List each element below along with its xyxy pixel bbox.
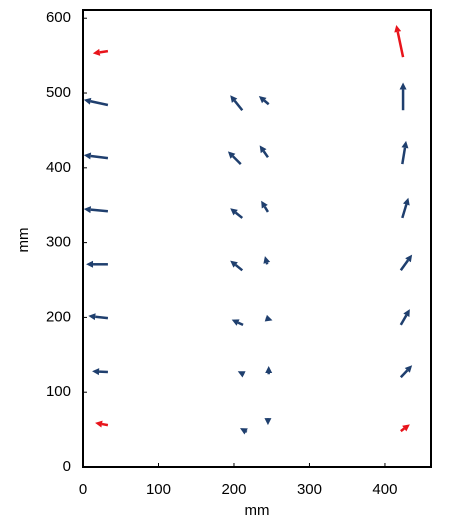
arrow-shaft xyxy=(399,259,410,272)
arrow xyxy=(264,314,273,322)
arrow xyxy=(401,140,409,165)
arrow-shaft xyxy=(237,321,244,327)
arrow-head xyxy=(240,428,248,435)
arrow xyxy=(263,256,271,265)
arrow-head xyxy=(258,96,267,104)
arrow-head xyxy=(86,260,94,268)
x-tick-label: 100 xyxy=(146,481,171,498)
arrow xyxy=(237,371,246,378)
arrow xyxy=(230,208,244,219)
arrow-shaft xyxy=(234,263,244,272)
arrow-head xyxy=(92,368,100,376)
arrow-head xyxy=(230,260,238,268)
arrow-shaft xyxy=(263,206,270,213)
x-tick-label: 400 xyxy=(372,481,397,498)
arrow-head xyxy=(402,424,410,432)
y-tick-label: 200 xyxy=(46,308,71,325)
arrow-head xyxy=(231,319,240,326)
arrow xyxy=(265,366,273,375)
arrow-head xyxy=(265,366,273,374)
arrow xyxy=(231,319,244,327)
arrow xyxy=(86,260,108,268)
arrow-shaft xyxy=(99,49,109,54)
arrow-head xyxy=(230,95,238,103)
arrow-head xyxy=(402,197,410,206)
arrow xyxy=(230,95,244,112)
arrow-shaft xyxy=(263,99,270,106)
arrow-head xyxy=(405,254,413,263)
arrow-shaft xyxy=(262,150,269,159)
arrow-shaft xyxy=(400,427,405,433)
arrow-head xyxy=(259,145,267,154)
x-tick-label: 300 xyxy=(297,481,322,498)
arrow-head xyxy=(401,140,409,149)
arrow-shaft xyxy=(90,154,109,160)
arrow-shaft xyxy=(401,147,407,165)
arrow-head xyxy=(92,48,101,56)
arrow-shaft xyxy=(396,31,405,58)
arrow-head xyxy=(403,309,410,317)
arrow xyxy=(400,424,410,433)
y-tick-label: 300 xyxy=(46,234,71,251)
arrow-shaft xyxy=(232,155,242,165)
arrow xyxy=(264,418,272,426)
arrow xyxy=(230,260,244,272)
arrow xyxy=(258,96,270,106)
arrow xyxy=(92,48,109,56)
arrow xyxy=(394,24,405,58)
y-axis-label: mm xyxy=(15,228,32,253)
arrow-head xyxy=(230,208,238,216)
arrow-head xyxy=(83,152,92,160)
arrow xyxy=(227,151,242,165)
arrow-head xyxy=(261,200,268,209)
y-tick-label: 500 xyxy=(46,84,71,101)
arrow xyxy=(399,309,410,326)
y-tick-label: 600 xyxy=(46,9,71,26)
arrow xyxy=(95,420,109,428)
arrow-head xyxy=(83,97,92,105)
arrow xyxy=(83,97,109,107)
arrow xyxy=(399,82,407,111)
arrow-head xyxy=(95,420,103,428)
plot-frame xyxy=(82,9,432,468)
arrow-shaft xyxy=(95,315,109,320)
arrow-shaft xyxy=(401,204,408,219)
arrow-head xyxy=(88,313,96,321)
arrow-head xyxy=(264,314,273,322)
x-tick-label: 200 xyxy=(221,481,246,498)
arrow-shaft xyxy=(234,211,244,219)
arrow-head xyxy=(404,365,413,373)
arrow xyxy=(399,365,413,379)
arrow-head xyxy=(237,371,246,378)
arrow-head xyxy=(227,151,236,159)
arrow xyxy=(83,206,109,214)
arrow xyxy=(399,254,413,272)
y-tick-label: 100 xyxy=(46,383,71,400)
y-tick-label: 0 xyxy=(63,458,71,475)
arrow xyxy=(259,145,269,159)
y-tick-label: 400 xyxy=(46,159,71,176)
x-tick-label: 0 xyxy=(79,481,87,498)
arrow-shaft xyxy=(101,422,109,427)
arrow-shaft xyxy=(90,208,109,213)
arrow xyxy=(240,428,248,435)
x-axis-label: mm xyxy=(245,502,270,519)
arrow xyxy=(88,313,109,321)
arrow-head xyxy=(399,82,407,90)
arrow xyxy=(261,200,270,213)
arrow-head xyxy=(83,206,92,214)
arrow-head xyxy=(263,256,271,264)
arrow xyxy=(92,368,108,376)
arrow-shaft xyxy=(399,369,409,379)
arrow xyxy=(401,197,410,219)
arrow-head xyxy=(394,24,402,33)
arrow xyxy=(83,152,109,160)
arrow-shaft xyxy=(90,100,109,107)
arrow-head xyxy=(264,418,272,426)
arrow-shaft xyxy=(233,99,244,112)
arrow-shaft xyxy=(399,314,408,326)
